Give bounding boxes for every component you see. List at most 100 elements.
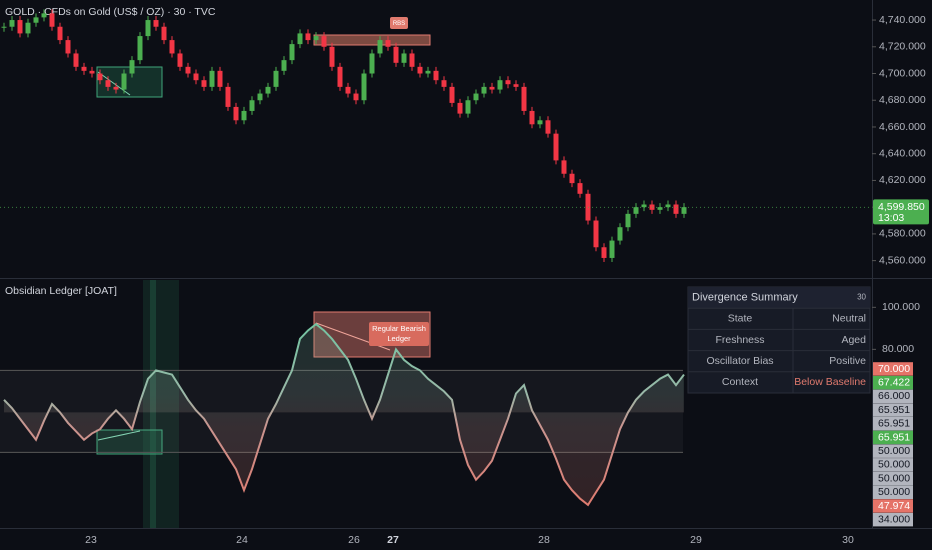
candle bbox=[393, 46, 399, 63]
scale-badge bbox=[873, 403, 913, 417]
candle bbox=[441, 80, 447, 87]
scale-badge bbox=[873, 458, 913, 472]
candle bbox=[73, 53, 79, 67]
y-tick-label: 4,740.000 bbox=[879, 14, 926, 26]
candle bbox=[17, 20, 23, 34]
candle bbox=[121, 73, 127, 90]
x-tick-label: 30 bbox=[842, 534, 854, 546]
candle bbox=[161, 26, 167, 41]
candle bbox=[577, 183, 583, 194]
y-tick-label: 4,660.000 bbox=[879, 121, 926, 133]
candle bbox=[345, 86, 351, 94]
scale-badge bbox=[873, 471, 913, 486]
candle bbox=[41, 13, 47, 18]
scale-label: 66.000 bbox=[878, 390, 910, 402]
candle bbox=[321, 36, 327, 47]
candle bbox=[329, 46, 335, 67]
oscillator-area bbox=[4, 324, 684, 505]
y-tick-label: 100.000 bbox=[882, 301, 920, 313]
x-tick-label: 27 bbox=[387, 534, 399, 546]
x-tick-label: 23 bbox=[85, 534, 97, 546]
candle bbox=[273, 70, 279, 87]
candle bbox=[673, 204, 679, 214]
scale-badge bbox=[873, 512, 913, 527]
candle bbox=[401, 53, 407, 63]
candle bbox=[297, 33, 303, 45]
table-value: Neutral bbox=[832, 313, 866, 325]
scale-label: 70.000 bbox=[878, 363, 910, 375]
candle bbox=[217, 70, 223, 87]
oscillator-line bbox=[3, 322, 685, 507]
divergence-line bbox=[97, 71, 131, 96]
scale-badge bbox=[873, 499, 913, 513]
candle bbox=[545, 120, 551, 134]
x-tick-label: 29 bbox=[690, 534, 702, 546]
annotation-wrap: Regular Bearish Ledger bbox=[372, 324, 426, 343]
candle bbox=[433, 70, 439, 81]
candle bbox=[625, 213, 631, 228]
candle bbox=[473, 93, 479, 101]
scale-label: 50.000 bbox=[878, 445, 910, 457]
y-tick-label: 4,680.000 bbox=[879, 94, 926, 106]
candle bbox=[353, 93, 359, 101]
candle bbox=[569, 173, 575, 184]
candle bbox=[369, 53, 375, 74]
y-tick-label: 4,620.000 bbox=[879, 174, 926, 186]
candle bbox=[241, 110, 247, 121]
table-title: Divergence Summary bbox=[692, 292, 798, 304]
candle bbox=[89, 70, 95, 74]
scale-badge bbox=[873, 417, 913, 431]
table-key: Freshness bbox=[715, 334, 764, 346]
candle bbox=[377, 40, 383, 54]
candle bbox=[137, 36, 143, 61]
table-key: State bbox=[728, 313, 753, 325]
scale-badge bbox=[873, 430, 913, 445]
candle bbox=[481, 86, 487, 94]
candle bbox=[657, 207, 663, 210]
table-header bbox=[688, 287, 870, 309]
candle bbox=[561, 160, 567, 174]
candle bbox=[225, 86, 231, 107]
candle bbox=[385, 40, 391, 47]
candle bbox=[281, 60, 287, 71]
scale-badge bbox=[873, 485, 913, 499]
candle bbox=[513, 84, 519, 87]
candle bbox=[361, 73, 367, 101]
candle bbox=[81, 66, 87, 71]
candle bbox=[289, 44, 295, 61]
annotation: RBS bbox=[393, 21, 405, 27]
candle bbox=[97, 73, 103, 81]
last-price-label: 4,599.850 bbox=[878, 201, 925, 213]
table-value: Aged bbox=[841, 334, 866, 346]
candle bbox=[169, 40, 175, 54]
candle bbox=[193, 73, 199, 81]
divergence-box bbox=[96, 429, 163, 455]
last-price-box bbox=[873, 199, 929, 225]
candle bbox=[113, 86, 119, 90]
candle bbox=[633, 207, 639, 214]
scale-label: 34.000 bbox=[878, 513, 910, 525]
scale-badge bbox=[873, 444, 913, 458]
table-value: Positive bbox=[829, 355, 866, 367]
scale-badge bbox=[873, 362, 913, 376]
candle bbox=[1, 26, 7, 28]
y-tick-label: 4,640.000 bbox=[879, 147, 926, 159]
x-tick-label: 24 bbox=[236, 534, 248, 546]
candle bbox=[497, 80, 503, 90]
candle bbox=[129, 60, 135, 74]
y-tick-label: 4,580.000 bbox=[879, 228, 926, 240]
candle bbox=[425, 70, 431, 74]
countdown: 13:03 bbox=[878, 212, 904, 224]
y-tick-label: 4,560.000 bbox=[879, 254, 926, 266]
indicator-title: Obsidian Ledger [JOAT] bbox=[5, 285, 117, 297]
scale-label: 65.951 bbox=[878, 431, 910, 443]
candle bbox=[153, 20, 159, 27]
candle bbox=[601, 247, 607, 258]
candle bbox=[537, 120, 543, 125]
y-tick-label: 4,700.000 bbox=[879, 67, 926, 79]
candle bbox=[409, 53, 415, 67]
table-key: Oscillator Bias bbox=[706, 355, 773, 367]
table-key: Context bbox=[722, 376, 758, 388]
candle bbox=[521, 86, 527, 111]
